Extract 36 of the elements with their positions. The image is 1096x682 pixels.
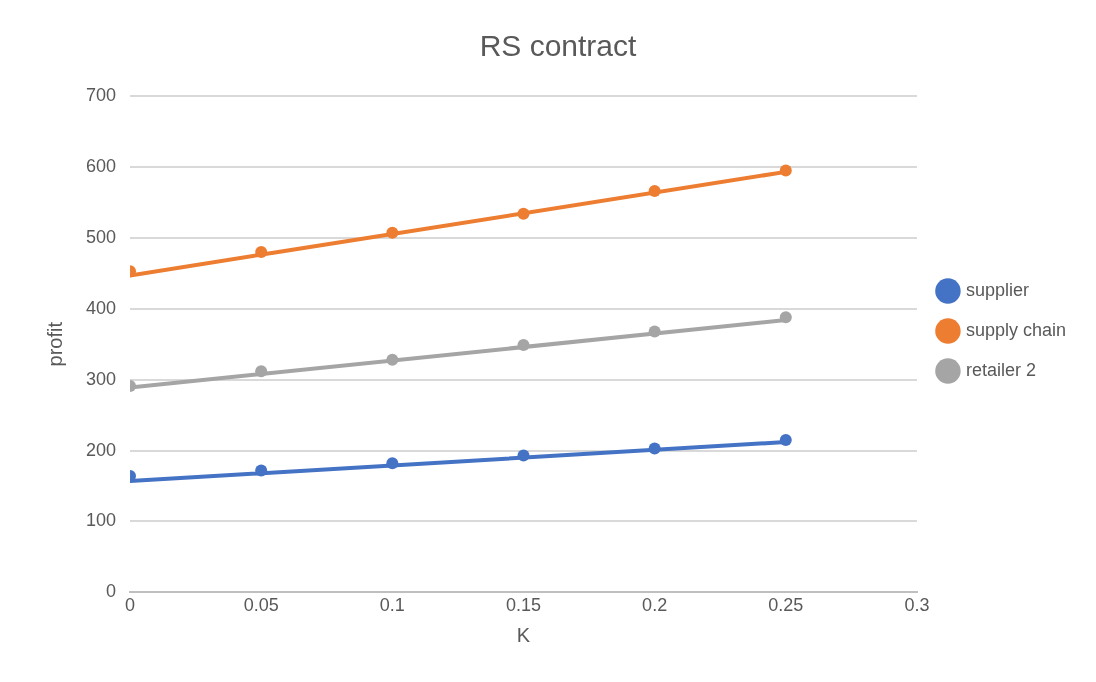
y-tick-label: 300 bbox=[85, 368, 117, 389]
y-tick-label: 600 bbox=[85, 155, 117, 176]
point bbox=[386, 457, 399, 470]
point bbox=[517, 338, 530, 351]
point bbox=[386, 353, 399, 366]
y-tick-label: 700 bbox=[85, 84, 117, 105]
point bbox=[648, 325, 661, 338]
y-axis-title: profit bbox=[43, 321, 66, 367]
x-axis-title: K bbox=[516, 623, 531, 646]
y-tick-label: 500 bbox=[85, 226, 117, 247]
x-tick-label: 0.25 bbox=[768, 595, 804, 616]
x-tick-label: 0 bbox=[125, 595, 136, 616]
x-tick-label: 0.2 bbox=[642, 595, 668, 616]
point bbox=[517, 207, 530, 220]
point bbox=[386, 226, 399, 239]
legend-label: supplier bbox=[965, 279, 1029, 300]
point bbox=[255, 246, 268, 259]
x-tick-label: 0.1 bbox=[379, 595, 405, 616]
y-tick-label: 0 bbox=[106, 581, 117, 602]
point bbox=[779, 164, 792, 177]
y-tick-label: 100 bbox=[85, 510, 117, 531]
point bbox=[648, 442, 661, 455]
point bbox=[648, 185, 661, 198]
point bbox=[517, 449, 530, 462]
point bbox=[255, 365, 268, 378]
x-tick-label: 0.15 bbox=[505, 595, 542, 616]
legend-label: supply chain bbox=[965, 319, 1067, 340]
legend-label: retailer 2 bbox=[965, 359, 1036, 380]
y-tick-label: 400 bbox=[85, 297, 117, 318]
point bbox=[255, 464, 268, 477]
point bbox=[779, 311, 792, 324]
y-tick-label: 200 bbox=[85, 439, 117, 460]
chart-title: RS contract bbox=[479, 29, 638, 63]
x-tick-label: 0.3 bbox=[904, 595, 930, 616]
point bbox=[779, 433, 792, 446]
x-tick-label: 0.05 bbox=[243, 595, 279, 616]
